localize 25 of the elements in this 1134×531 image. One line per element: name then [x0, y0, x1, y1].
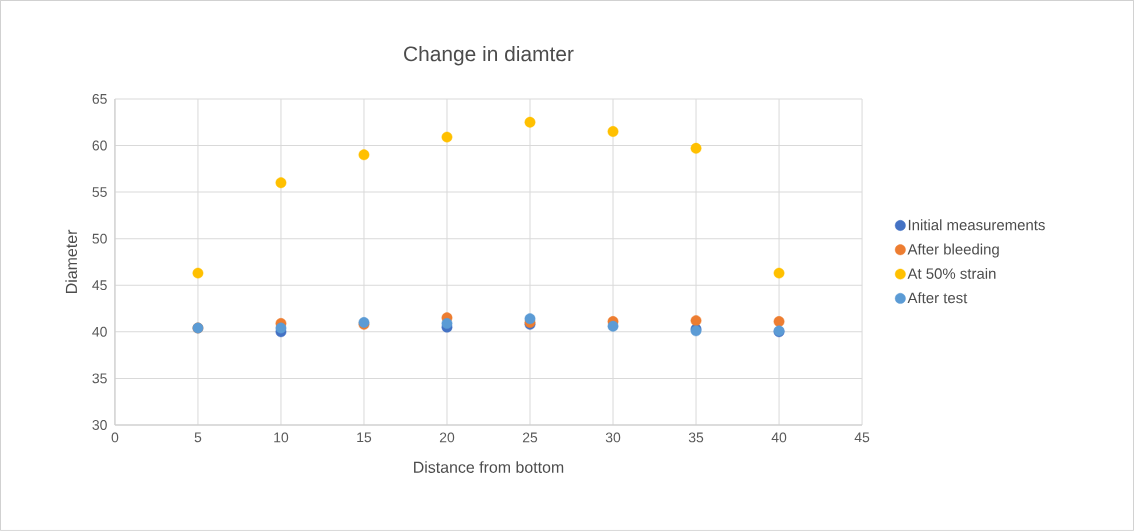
y-tick-label: 45 [92, 280, 107, 291]
y-tick-label: 40 [92, 326, 107, 337]
y-tick-label: 65 [92, 94, 107, 104]
y-tick-label: 35 [92, 373, 107, 384]
y-axis-title: Diameter [65, 229, 78, 294]
y-tick-label: 50 [92, 233, 107, 244]
chart-title: Change in diamter [404, 45, 574, 66]
x-tick-label: 30 [605, 432, 621, 443]
x-tick-label: 5 [194, 432, 202, 443]
x-tick-label: 15 [357, 432, 372, 443]
x-tick-label: 45 [854, 432, 870, 443]
x-tick-label: 25 [522, 432, 538, 443]
x-tick-label: 10 [274, 432, 289, 443]
x-tick-label: 20 [439, 432, 455, 443]
x-tick-label: 0 [111, 432, 119, 443]
legend-label: Initial measurements [908, 219, 1045, 231]
y-tick-label: 30 [92, 420, 107, 430]
x-tick-label: 40 [771, 432, 787, 443]
x-axis-title: Distance from bottom [414, 461, 564, 473]
legend-label: At 50% strain [907, 267, 996, 279]
legend-label: After bleeding [907, 243, 999, 258]
x-tick-label: 35 [688, 432, 704, 443]
legend-label: After test [907, 292, 968, 304]
y-tick-label: 55 [92, 187, 107, 197]
y-tick-label: 60 [92, 140, 107, 151]
